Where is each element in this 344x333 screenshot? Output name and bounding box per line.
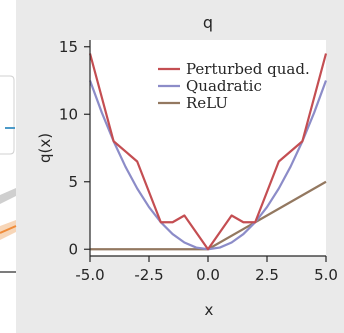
series-layer xyxy=(88,53,328,251)
y-tick-label: 10 xyxy=(59,105,78,123)
neighbor-band-gray xyxy=(0,188,16,204)
neighbor-legend-box xyxy=(0,75,15,155)
y-axis-label: q(x) xyxy=(36,133,54,163)
y-tick-label: 15 xyxy=(59,38,78,56)
series-line-perturbed-quad xyxy=(88,53,328,251)
plot-background xyxy=(90,40,326,256)
y-tick-label: 5 xyxy=(68,173,78,191)
legend-label-quadratic: Quadratic xyxy=(186,77,262,95)
legend-label-relu: ReLU xyxy=(186,94,228,112)
neighbor-panel xyxy=(0,0,17,333)
chart-title: q xyxy=(203,13,213,32)
x-axis-label: x xyxy=(205,301,214,319)
ticks-layer: -5.0 -2.5 0.0 2.5 5.0 0 5 10 15 xyxy=(59,38,338,284)
x-tick-label: 2.5 xyxy=(255,266,279,284)
x-tick-label: 0.0 xyxy=(196,266,220,284)
neighbor-panel-background xyxy=(0,0,16,333)
neighbor-series-line-orange xyxy=(0,225,17,234)
legend-label-perturbed-quad: Perturbed quad. xyxy=(186,60,310,78)
x-tick-label: 5.0 xyxy=(314,266,338,284)
x-tick-label: -2.5 xyxy=(134,266,163,284)
y-tick-label: 0 xyxy=(68,240,78,258)
x-tick-label: -5.0 xyxy=(75,266,104,284)
